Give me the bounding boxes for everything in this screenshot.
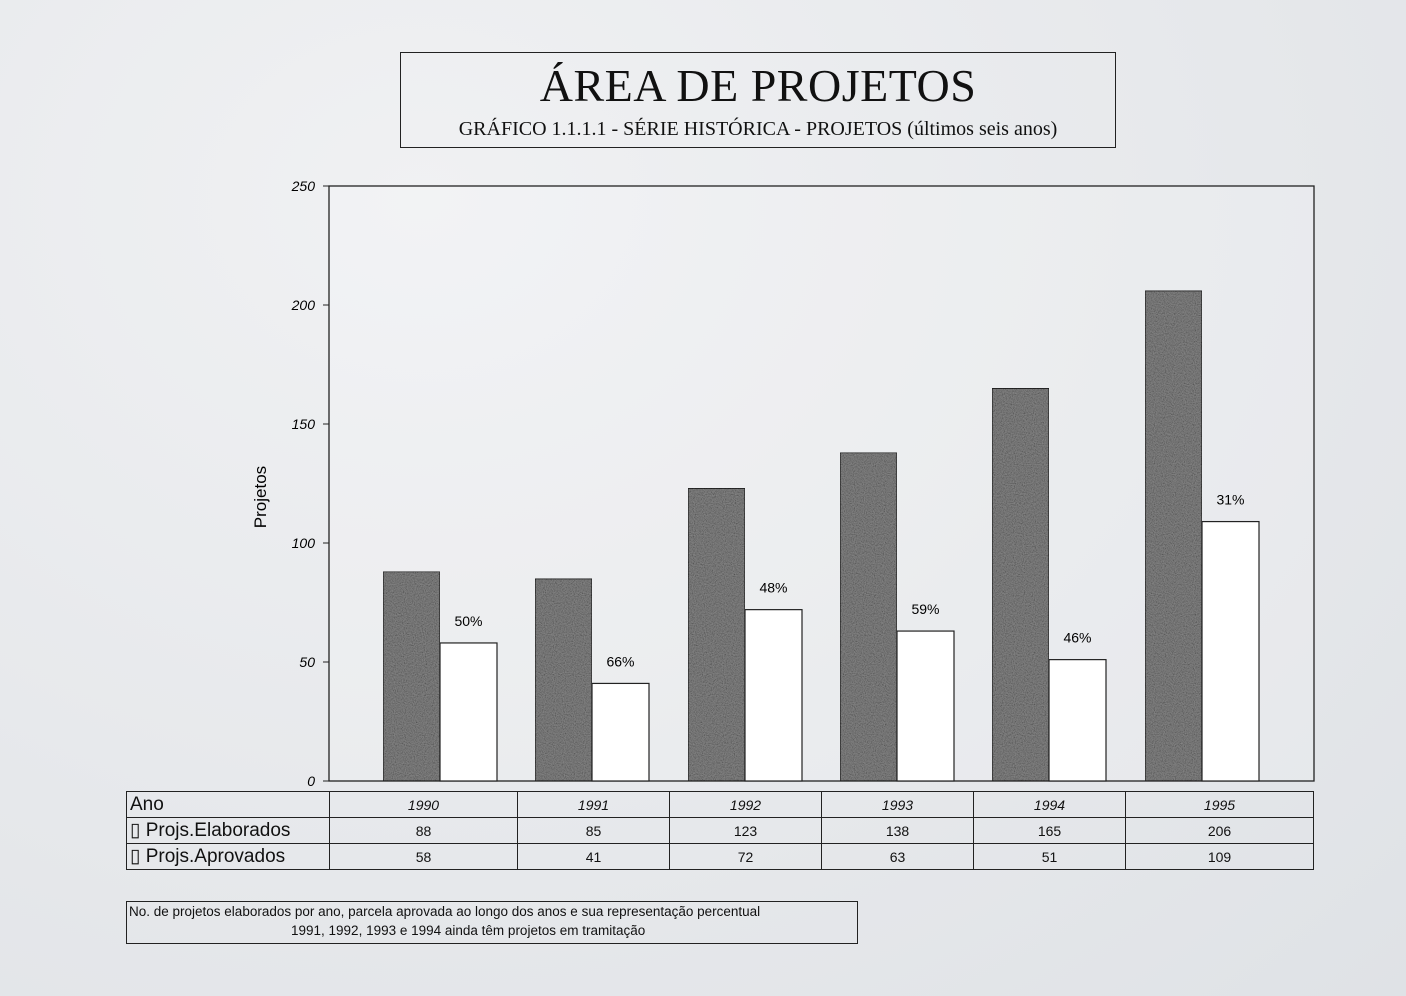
- table-cell-aprovados: 63: [821, 843, 974, 870]
- table-cell-elaborados: 165: [973, 817, 1126, 844]
- bar-aprovados: [744, 609, 803, 782]
- footnote-line-1: No. de projetos elaborados por ano, parc…: [129, 904, 761, 919]
- bar-elaborados: [534, 578, 593, 782]
- percent-annotation: 48%: [759, 580, 787, 596]
- table-row-aprovados: ▯ Projs.Aprovados 58 41 72 63 51 109: [126, 843, 1314, 870]
- y-axis-ticks: 0 50 100 150 200 250: [291, 178, 329, 789]
- table-cell-elaborados: 123: [669, 817, 822, 844]
- footnote-line-2: 1991, 1992, 1993 e 1994 ainda têm projet…: [291, 923, 646, 938]
- data-table: Ano 1990 1991 1992 1993 1994 1995 ▯ Proj…: [126, 791, 1314, 870]
- legend-aprovados: ▯ Projs.Aprovados: [126, 843, 330, 870]
- y-tick-label: 0: [307, 773, 315, 789]
- percent-annotation: 46%: [1063, 630, 1091, 646]
- annotations-group: 50% 66% 48% 59% 46% 31%: [454, 492, 1244, 670]
- bars-group: [382, 290, 1260, 782]
- y-tick-label: 100: [292, 535, 316, 551]
- table-cell-elaborados: 206: [1125, 817, 1314, 844]
- table-year-cell: 1995: [1125, 791, 1314, 818]
- table-year-cell: 1992: [669, 791, 822, 818]
- table-cell-aprovados: 41: [517, 843, 670, 870]
- table-cell-elaborados: 85: [517, 817, 670, 844]
- table-cell-aprovados: 58: [329, 843, 518, 870]
- y-tick-label: 50: [299, 654, 315, 670]
- table-cell-aprovados: 51: [973, 843, 1126, 870]
- table-year-cell: 1994: [973, 791, 1126, 818]
- y-tick-label: 200: [291, 297, 316, 313]
- table-row-years: Ano 1990 1991 1992 1993 1994 1995: [126, 791, 1314, 818]
- table-cell-elaborados: 138: [821, 817, 974, 844]
- bar-aprovados: [439, 642, 498, 782]
- y-tick-label: 150: [292, 416, 316, 432]
- table-header-label: Ano: [126, 791, 330, 818]
- chart-title-box: ÁREA DE PROJETOS GRÁFICO 1.1.1.1 - SÉRIE…: [400, 52, 1116, 148]
- percent-annotation: 50%: [454, 613, 482, 629]
- percent-annotation: 31%: [1216, 492, 1244, 508]
- bar-elaborados: [382, 570, 441, 782]
- percent-annotation: 66%: [606, 653, 634, 669]
- table-cell-aprovados: 72: [669, 843, 822, 870]
- table-cell-elaborados: 88: [329, 817, 518, 844]
- bar-elaborados: [991, 387, 1050, 782]
- table-row-elaborados: ▯ Projs.Elaborados 88 85 123 138 165 206: [126, 817, 1314, 844]
- bar-aprovados: [896, 630, 955, 782]
- y-axis-label: Projetos: [251, 466, 270, 528]
- table-cell-aprovados: 109: [1125, 843, 1314, 870]
- table-year-cell: 1991: [517, 791, 670, 818]
- bar-aprovados: [591, 682, 650, 782]
- chart-subtitle: GRÁFICO 1.1.1.1 - SÉRIE HISTÓRICA - PROJ…: [458, 118, 1058, 140]
- bar-aprovados: [1201, 520, 1260, 782]
- table-year-cell: 1990: [329, 791, 518, 818]
- bar-aprovados: [1048, 659, 1107, 782]
- bar-elaborados: [687, 487, 746, 782]
- footnote-box: No. de projetos elaborados por ano, parc…: [126, 901, 858, 944]
- chart-title: ÁREA DE PROJETOS: [539, 60, 977, 111]
- table-year-cell: 1993: [821, 791, 974, 818]
- bar-elaborados: [1144, 290, 1203, 782]
- y-tick-label: 250: [291, 178, 316, 194]
- bar-elaborados: [839, 451, 898, 782]
- legend-elaborados: ▯ Projs.Elaborados: [126, 817, 330, 844]
- percent-annotation: 59%: [911, 601, 939, 617]
